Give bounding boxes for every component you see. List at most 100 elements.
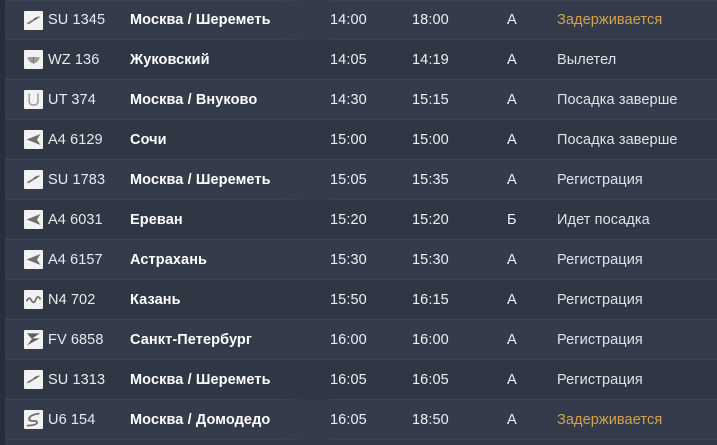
scheduled-time-cell: 15:05 [330, 160, 412, 200]
airline-logo-cell [0, 0, 48, 40]
flight-number-cell: N4 702 [48, 280, 130, 320]
terminal-cell: А [497, 240, 557, 280]
estimated-time-cell: 15:30 [412, 240, 497, 280]
scheduled-time-cell: 14:05 [330, 40, 412, 80]
terminal-label: А [507, 251, 517, 268]
flight-row[interactable]: A4 6157 Астрахань 15:30 15:30 А Регистрация [0, 240, 717, 280]
scheduled-time-cell: 15:50 [330, 280, 412, 320]
redwings-logo-icon [24, 50, 43, 69]
destination-cell: Казань [130, 280, 330, 320]
flight-number: UT 374 [48, 91, 96, 108]
estimated-time-cell: 15:35 [412, 160, 497, 200]
flight-row[interactable]: SU 1313 Москва / Шереметь 16:05 16:05 А Регис… [0, 359, 717, 400]
estimated-time-cell: 15:20 [412, 200, 497, 240]
scheduled-time: 15:00 [330, 131, 367, 148]
flight-row[interactable]: SU 1345 Москва / Шереметь 14:00 18:00 А Задер… [0, 0, 717, 40]
flight-number-cell: A4 6157 [48, 240, 130, 280]
scheduled-time-cell: 16:00 [330, 320, 412, 360]
destination-label: Москва / Внуково [130, 91, 258, 108]
scheduled-time-cell: 16:05 [330, 400, 412, 440]
terminal-label: А [507, 291, 517, 308]
nordstar-logo-icon [24, 290, 43, 309]
status-cell: Регистрация [557, 320, 717, 360]
terminal-cell: А [497, 320, 557, 360]
destination-label: Москва / Шереметь [130, 371, 271, 388]
estimated-time: 16:00 [412, 331, 449, 348]
estimated-time-cell: 15:15 [412, 80, 497, 120]
flight-row[interactable]: A4 6031 Ереван 15:20 15:20 Б Идет посадка [0, 200, 717, 240]
flight-row[interactable]: UT 374 Москва / Внуково 14:30 15:15 А Посадка… [0, 80, 717, 120]
scheduled-time: 16:00 [330, 331, 367, 348]
status-cell: Посадка заверше [557, 120, 717, 160]
flight-row[interactable]: N4 702 Казань 15:50 16:15 А Регистрация [0, 280, 717, 320]
airline-logo-cell [0, 120, 48, 160]
destination-cell: Астрахань [130, 240, 330, 280]
airline-logo-cell [0, 40, 48, 80]
destination-cell: Москва / Шереметь [130, 159, 330, 200]
flight-row[interactable]: SU 1783 Москва / Шереметь 15:05 15:35 А Регис… [0, 159, 717, 200]
status-badge: Посадка заверше [557, 131, 678, 148]
flight-number-cell: FV 6858 [48, 320, 130, 360]
terminal-cell: А [497, 360, 557, 400]
destination-label: Москва / Шереметь [130, 12, 271, 28]
terminal-cell: А [497, 280, 557, 320]
terminal-cell: А [497, 120, 557, 160]
flight-row[interactable]: FV 6858 Санкт-Петербург 16:00 16:00 А Регистр… [0, 320, 717, 360]
destination-cell: Жуковский [130, 40, 330, 80]
terminal-label: А [507, 371, 517, 388]
status-cell: Регистрация [557, 240, 717, 280]
airline-logo-cell [0, 320, 48, 360]
airline-logo-cell [0, 280, 48, 320]
flight-number: N4 702 [48, 291, 96, 308]
flight-number: A4 6129 [48, 131, 103, 148]
estimated-time: 14:19 [412, 51, 449, 68]
estimated-time: 15:20 [412, 211, 449, 228]
status-badge: Задерживается [557, 411, 663, 428]
status-badge: Регистрация [557, 291, 643, 308]
destination-label: Москва / Шереметь [130, 171, 271, 188]
board-left-gutter [0, 0, 5, 445]
status-cell: Регистрация [557, 360, 717, 400]
status-cell: Идет посадка [557, 200, 717, 240]
flight-number-cell: SU 1783 [48, 160, 130, 200]
flight-row[interactable]: A4 6129 Сочи 15:00 15:00 А Посадка заверше [0, 120, 717, 160]
flight-row[interactable]: U6 154 Москва / Домодедо 16:05 18:50 А Задерж… [0, 399, 717, 440]
flight-number-cell: SU 1313 [48, 360, 130, 400]
scheduled-time: 15:50 [330, 291, 367, 308]
scheduled-time-cell: 14:00 [330, 0, 412, 40]
estimated-time-cell: 14:19 [412, 40, 497, 80]
airline-logo-cell [0, 400, 48, 440]
flight-row[interactable]: WZ 136 Жуковский 14:05 14:19 А Вылетел [0, 40, 717, 80]
scheduled-time: 14:05 [330, 51, 367, 68]
airline-logo-cell [0, 160, 48, 200]
estimated-time: 16:15 [412, 291, 449, 308]
status-cell: Вылетел [557, 40, 717, 80]
status-badge: Посадка заверше [557, 91, 678, 108]
flight-number-cell: A4 6031 [48, 200, 130, 240]
terminal-label: А [507, 171, 517, 188]
airline-logo-cell [0, 80, 48, 120]
destination-label: Жуковский [130, 51, 210, 68]
terminal-label: А [507, 131, 517, 148]
status-badge: Регистрация [557, 371, 643, 388]
aeroflot-logo-icon [24, 170, 43, 189]
estimated-time: 15:35 [412, 171, 449, 188]
scheduled-time: 15:30 [330, 251, 367, 268]
flight-number: A4 6031 [48, 211, 103, 228]
airline-logo-cell [0, 200, 48, 240]
status-badge: Регистрация [557, 251, 643, 268]
flight-number-cell: WZ 136 [48, 40, 130, 80]
azimuth-logo-icon [24, 210, 43, 229]
estimated-time: 16:05 [412, 371, 449, 388]
terminal-label: А [507, 411, 517, 428]
azimuth-logo-icon [24, 250, 43, 269]
status-badge: Задерживается [557, 12, 663, 28]
destination-label: Сочи [130, 131, 167, 148]
scheduled-time-cell: 14:30 [330, 80, 412, 120]
destination-label: Ереван [130, 211, 183, 228]
terminal-label: А [507, 51, 517, 68]
destination-cell: Москва / Домодедо [130, 399, 330, 440]
terminal-cell: А [497, 400, 557, 440]
azimuth-logo-icon [24, 130, 43, 149]
